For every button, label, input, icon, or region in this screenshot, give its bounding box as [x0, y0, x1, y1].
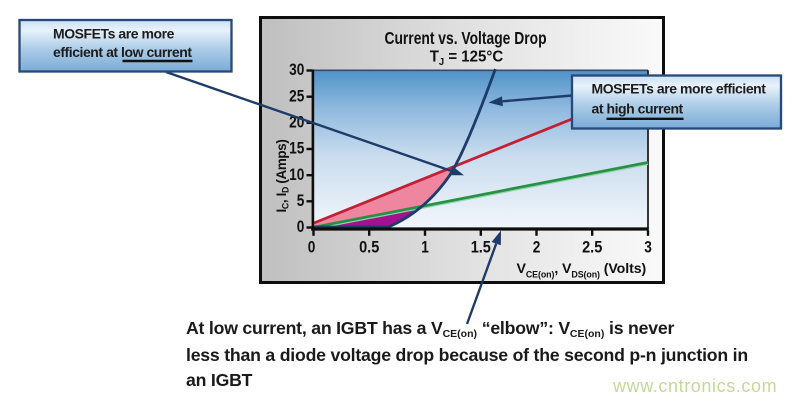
svg-text:MOSFETs are more efficient: MOSFETs are more efficient	[592, 81, 767, 97]
svg-text:3: 3	[644, 238, 652, 256]
svg-text:2.5: 2.5	[582, 238, 602, 256]
svg-text:10: 10	[289, 166, 304, 184]
svg-text:0.5: 0.5	[359, 238, 379, 256]
svg-text:25: 25	[289, 87, 304, 105]
svg-text:TJ = 125°C: TJ = 125°C	[430, 48, 503, 68]
svg-text:15: 15	[289, 140, 304, 158]
svg-text:2: 2	[533, 238, 541, 256]
svg-text:Current vs. Voltage Drop: Current vs. Voltage Drop	[384, 28, 546, 48]
svg-text:1: 1	[421, 238, 429, 256]
svg-text:1.5: 1.5	[471, 238, 491, 256]
svg-text:0: 0	[297, 218, 305, 236]
svg-text:0: 0	[308, 238, 316, 256]
svg-text:30: 30	[289, 61, 304, 79]
svg-text:MOSFETs are more: MOSFETs are more	[53, 26, 175, 42]
svg-text:at high current: at high current	[592, 100, 684, 116]
svg-text:IC, ID (Amps): IC, ID (Amps)	[274, 140, 290, 213]
svg-text:5: 5	[297, 192, 305, 210]
svg-text:efficient at low current: efficient at low current	[53, 44, 192, 60]
